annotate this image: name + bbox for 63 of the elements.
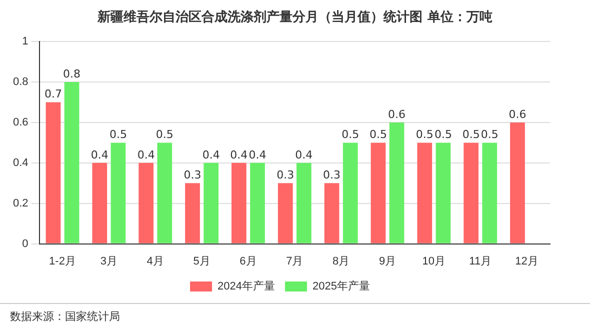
bar xyxy=(324,183,340,244)
source-note: 数据来源：国家统计局 xyxy=(10,309,120,324)
bar xyxy=(278,183,293,244)
chart-title: 新疆维吾尔自治区合成洗涤剂产量分月（当月值）统计图 单位：万吨 xyxy=(96,8,494,26)
data-label: 0.6 xyxy=(388,108,406,121)
x-tick-label: 10月 xyxy=(422,255,446,268)
bar xyxy=(510,122,525,244)
y-tick-label: 0.6 xyxy=(12,116,28,129)
data-label: 0.4 xyxy=(230,148,248,162)
bar xyxy=(46,102,61,244)
bar xyxy=(417,142,432,244)
y-tick-label: 1 xyxy=(22,36,28,48)
data-label: 0.5 xyxy=(462,128,480,142)
data-label: 0.5 xyxy=(342,128,360,142)
bar xyxy=(204,162,219,244)
x-tick-label: 8月 xyxy=(332,255,350,268)
bar xyxy=(64,82,80,244)
data-label: 0.5 xyxy=(416,128,434,142)
y-tick-label: 0.8 xyxy=(12,76,28,88)
data-label: 0.5 xyxy=(480,128,498,142)
x-tick-label: 5月 xyxy=(193,255,210,268)
data-label: 0.5 xyxy=(156,128,174,142)
x-tick-label: 11月 xyxy=(469,255,492,268)
bar xyxy=(185,183,200,244)
data-label: 0.4 xyxy=(295,148,313,162)
data-label: 0.4 xyxy=(248,148,266,162)
bar xyxy=(482,142,498,244)
bar xyxy=(436,142,451,244)
x-tick-label: 3月 xyxy=(100,255,118,268)
bar xyxy=(296,162,312,244)
data-label: 0.4 xyxy=(137,148,155,162)
x-tick-label: 6月 xyxy=(240,255,257,268)
bar xyxy=(464,142,478,244)
data-label: 0.3 xyxy=(276,168,294,182)
data-label: 0.5 xyxy=(369,128,387,142)
data-label: 0.8 xyxy=(63,67,81,80)
data-label: 0.3 xyxy=(323,168,341,182)
data-label: 0.7 xyxy=(44,88,62,101)
legend-label: 2024年产量 xyxy=(218,280,276,293)
x-tick-label: 7月 xyxy=(286,255,304,268)
y-tick-label: 0.4 xyxy=(12,156,28,169)
bar xyxy=(92,162,108,244)
x-tick-label: 4月 xyxy=(146,255,164,268)
bar xyxy=(342,142,358,244)
data-label: 0.4 xyxy=(202,148,220,162)
bar xyxy=(157,142,172,244)
x-tick-label: 9月 xyxy=(378,255,396,268)
bar xyxy=(389,122,404,244)
bar xyxy=(110,142,126,244)
data-label: 0.6 xyxy=(508,108,526,121)
data-label: 0.5 xyxy=(434,128,452,142)
x-tick-label: 1-2月 xyxy=(49,255,76,268)
data-label: 0.5 xyxy=(109,128,127,142)
data-label: 0.3 xyxy=(184,168,202,182)
legend-label: 2025年产量 xyxy=(312,280,370,293)
y-tick-label: 0 xyxy=(22,238,28,250)
bar xyxy=(370,142,386,244)
bar xyxy=(138,162,154,244)
bar xyxy=(250,162,265,244)
data-label: 0.4 xyxy=(90,148,108,162)
x-tick-label: 12月 xyxy=(515,255,538,268)
bar xyxy=(232,162,246,244)
y-tick-label: 0.2 xyxy=(12,197,28,210)
